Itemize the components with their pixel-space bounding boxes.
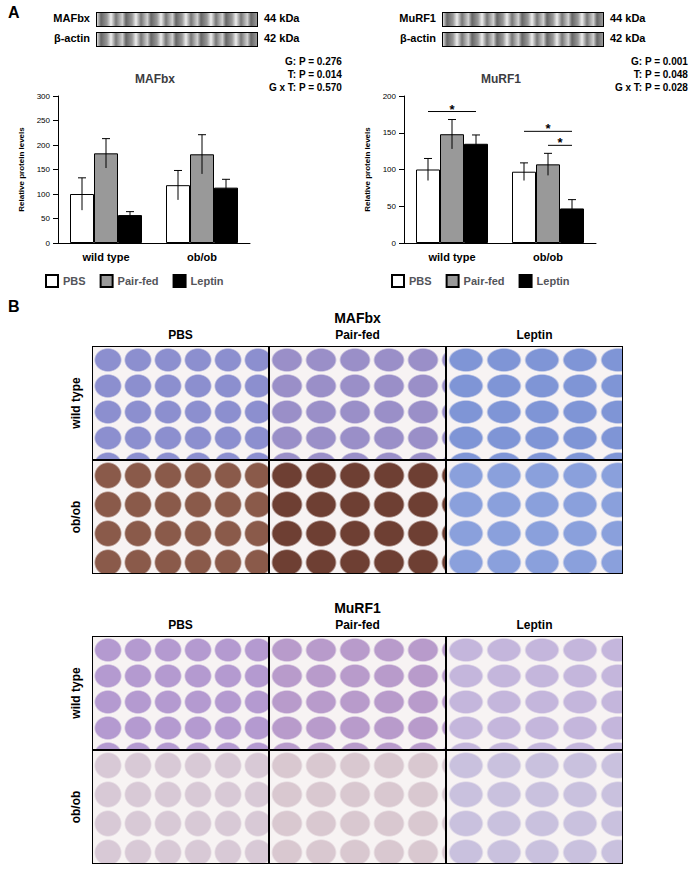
html-text:44 kDa: 44 kDa [610, 12, 646, 24]
svg-text:50: 50 [41, 214, 50, 223]
svg-text:50: 50 [387, 202, 396, 211]
html-text:MuRF1: MuRF1 [334, 600, 381, 616]
svg-text:0: 0 [46, 239, 51, 248]
svg-text:Pair-fed: Pair-fed [118, 275, 159, 287]
html-text:MAFbx: MAFbx [334, 310, 381, 326]
svg-text:Leptin: Leptin [537, 275, 570, 287]
svg-text:T: P = 0.048: T: P = 0.048 [634, 69, 688, 80]
svg-text:Relative protein levels: Relative protein levels [363, 127, 372, 212]
svg-text:wild type: wild type [427, 251, 475, 263]
svg-text:PBS: PBS [63, 275, 86, 287]
html-text:PBS: PBS [168, 328, 193, 342]
html-text:42 kDa: 42 kDa [610, 32, 646, 44]
svg-text:MAFbx: MAFbx [135, 72, 175, 86]
html-text:Pair-fed: Pair-fed [335, 618, 380, 632]
html-text:Leptin: Leptin [516, 328, 553, 342]
html-text:β-actin: β-actin [399, 32, 436, 44]
svg-text:Leptin: Leptin [191, 275, 224, 287]
svg-text:ob/ob: ob/ob [533, 251, 563, 263]
html-text:44 kDa: 44 kDa [264, 12, 300, 24]
html-text:Pair-fed: Pair-fed [335, 328, 380, 342]
svg-text:0: 0 [392, 239, 397, 248]
html-text:MAFbx: MAFbx [53, 12, 90, 24]
svg-text:MuRF1: MuRF1 [481, 72, 521, 86]
svg-text:G: P = 0.276: G: P = 0.276 [285, 56, 342, 67]
svg-text:*: * [557, 135, 563, 150]
svg-text:G x T: P = 0.028: G x T: P = 0.028 [615, 82, 688, 93]
svg-text:200: 200 [37, 141, 51, 150]
html-text:A: A [8, 4, 20, 21]
html-text:42 kDa: 42 kDa [264, 32, 300, 44]
html-text:β-actin: β-actin [53, 32, 90, 44]
svg-text:250: 250 [37, 116, 51, 125]
html-text:ob/ob: ob/ob [69, 500, 83, 534]
svg-text:G: P = 0.001: G: P = 0.001 [631, 56, 688, 67]
svg-text:ob/ob: ob/ob [187, 251, 217, 263]
svg-text:T: P = 0.014: T: P = 0.014 [288, 69, 342, 80]
html-text:PBS: PBS [168, 618, 193, 632]
svg-text:100: 100 [383, 165, 397, 174]
svg-text:150: 150 [37, 165, 51, 174]
svg-text:G x T: P = 0.570: G x T: P = 0.570 [269, 82, 342, 93]
svg-text:PBS: PBS [409, 275, 432, 287]
html-text:Leptin: Leptin [516, 618, 553, 632]
svg-text:Pair-fed: Pair-fed [464, 275, 505, 287]
svg-text:100: 100 [37, 190, 51, 199]
svg-text:200: 200 [383, 92, 397, 101]
svg-text:150: 150 [383, 128, 397, 137]
svg-text:*: * [449, 102, 455, 117]
html-text:wild type: wild type [69, 377, 83, 429]
html-text:B: B [8, 298, 20, 315]
svg-text:wild type: wild type [81, 251, 129, 263]
html-text:MuRF1: MuRF1 [399, 12, 436, 24]
svg-text:*: * [545, 121, 551, 136]
html-text:wild type: wild type [69, 667, 83, 719]
svg-text:Relative protein levels: Relative protein levels [17, 127, 26, 212]
svg-text:300: 300 [37, 92, 51, 101]
html-text:ob/ob: ob/ob [69, 790, 83, 824]
